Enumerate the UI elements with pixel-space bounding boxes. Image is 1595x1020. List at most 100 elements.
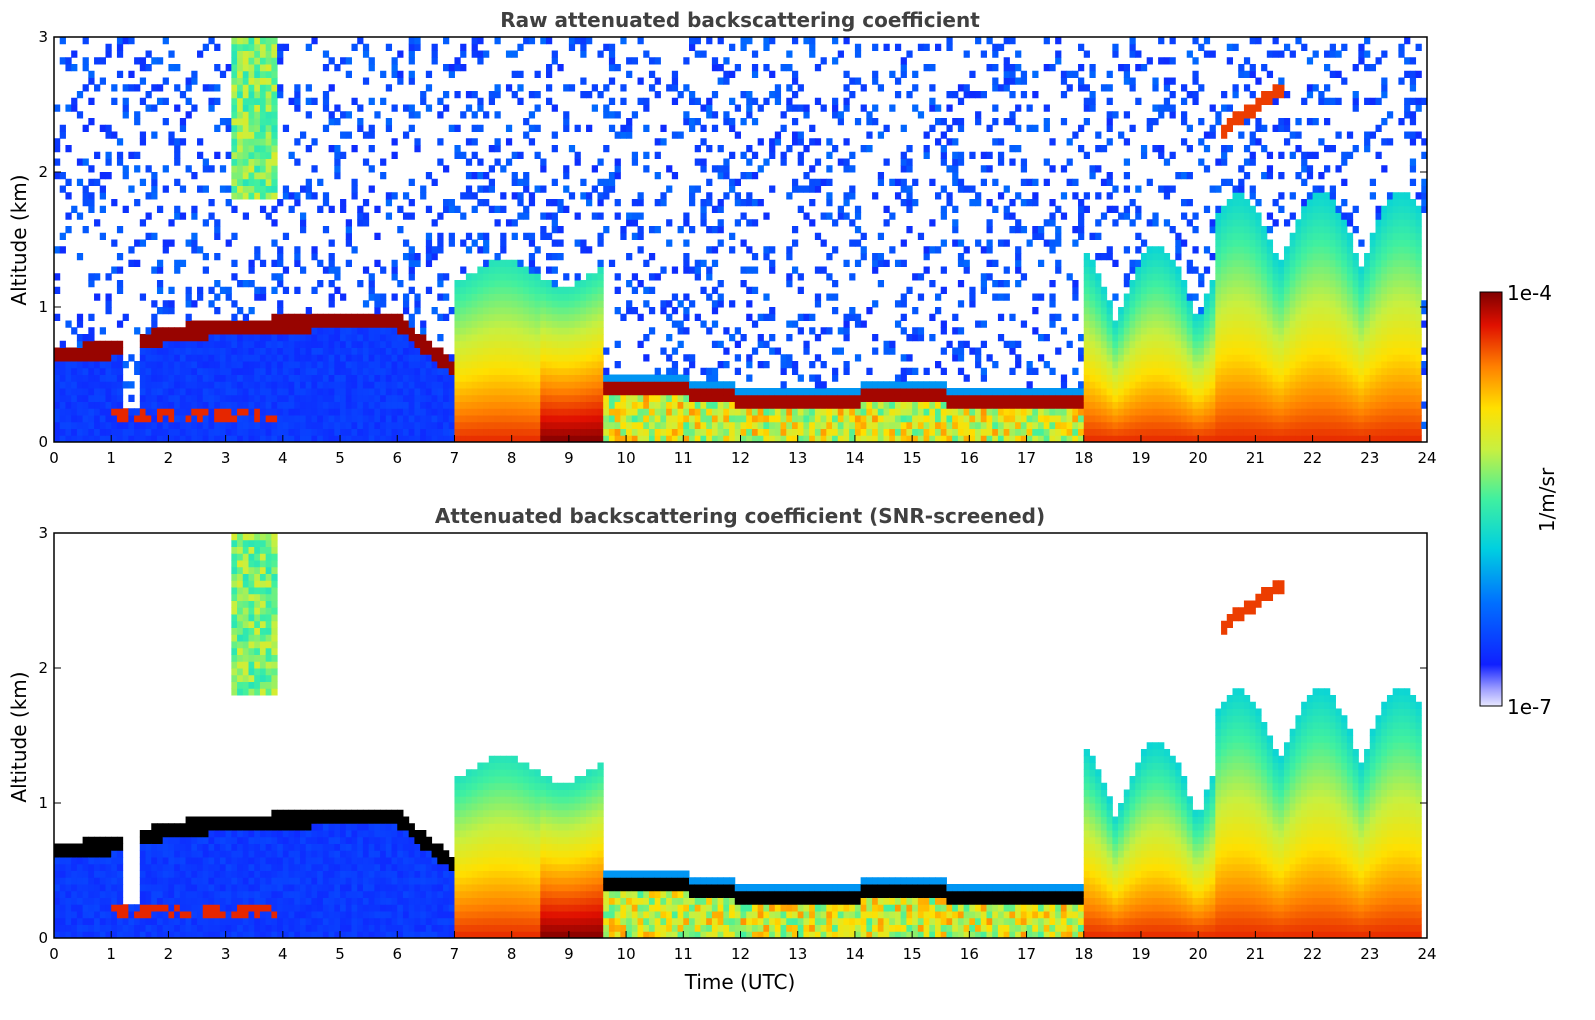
backscatter-cell [608,388,616,396]
backscatter-cell [1106,192,1113,200]
backscatter-cell [511,300,518,308]
backscatter-cell [935,293,942,301]
backscatter-cell [906,50,913,58]
backscatter-cell [746,104,753,112]
backscatter-cell [483,401,490,409]
backscatter-cell [139,394,147,402]
backscatter-cell [729,408,736,416]
backscatter-cell [866,307,873,315]
backscatter-cell [1049,320,1056,328]
backscatter-cell [248,381,255,389]
backscatter-cell [277,43,284,51]
backscatter-cell [1123,313,1131,321]
backscatter-cell [832,435,839,443]
backscatter-cell [952,239,959,247]
backscatter-cell [523,273,530,281]
backscatter-cell [923,381,930,389]
backscatter-cell [465,300,473,308]
backscatter-cell [992,50,999,58]
backscatter-cell [1140,401,1148,409]
backscatter-cell [952,428,959,436]
backscatter-cell [1118,327,1125,335]
backscatter-cell [214,293,221,301]
backscatter-cell [145,381,152,389]
backscatter-cell [248,124,255,132]
backscatter-cell [1152,428,1159,436]
backscatter-cell [912,408,919,416]
backscatter-cell [1037,354,1045,362]
backscatter-cell [460,313,467,321]
backscatter-cell [345,334,352,342]
backscatter-cell [992,435,999,443]
backscatter-cell [265,84,272,92]
backscatter-cell [786,435,793,443]
backscatter-cell [746,408,753,416]
backscatter-cell [242,340,250,348]
backscatter-cell [288,415,295,423]
backscatter-cell [626,374,633,382]
backscatter-cell [185,293,192,301]
backscatter-cell [677,374,684,382]
backscatter-cell [443,415,450,423]
backscatter-cell [460,280,467,288]
backscatter-cell [648,70,656,78]
backscatter-cell [872,381,879,389]
backscatter-cell [271,138,278,146]
backscatter-cell [820,381,827,389]
backscatter-cell [116,435,124,443]
backscatter-cell [1158,286,1165,294]
backscatter-cell [431,415,438,423]
backscatter-cell [1043,219,1050,227]
backscatter-cell [391,340,398,348]
backscatter-cell [151,334,158,342]
backscatter-cell [1026,421,1033,429]
backscatter-cell [568,334,576,342]
backscatter-cell [900,57,907,65]
backscatter-cell [1032,428,1039,436]
backscatter-cell [843,428,850,436]
backscatter-cell [952,415,959,423]
backscatter-cell [448,70,455,78]
backscatter-cell [723,327,730,335]
backscatter-cell [259,374,267,382]
backscatter-cell [351,361,358,369]
backscatter-cell [219,388,227,396]
backscatter-cell [174,64,181,72]
backscatter-cell [746,286,753,294]
backscatter-cell [803,347,810,355]
backscatter-cell [105,394,112,402]
backscatter-cell [614,381,621,389]
backscatter-cell [643,381,650,389]
backscatter-cell [534,151,541,159]
backscatter-cell [357,435,364,443]
backscatter-cell [734,394,741,402]
backscatter-cell [694,273,701,281]
backscatter-cell [894,91,902,99]
backscatter-cell [1095,394,1102,402]
backscatter-cell [277,334,284,342]
backscatter-cell [980,91,987,99]
backscatter-cell [1003,70,1010,78]
backscatter-cell [105,43,112,51]
backscatter-cell [580,307,587,315]
backscatter-cell [557,307,564,315]
backscatter-cell [980,246,987,254]
backscatter-cell [122,381,129,389]
backscatter-cell [197,320,204,328]
backscatter-cell [305,192,312,200]
backscatter-cell [254,354,261,362]
backscatter-cell [179,118,187,126]
backscatter-cell [237,97,244,105]
backscatter-cell [620,232,627,240]
backscatter-cell [116,37,124,45]
backscatter-cell [380,415,387,423]
backscatter-cell [557,327,564,335]
backscatter-cell [208,367,215,375]
backscatter-cell [1055,266,1062,274]
backscatter-cell [122,415,129,423]
backscatter-cell [1146,320,1153,328]
backscatter-cell [763,394,770,402]
backscatter-cell [620,408,627,416]
backscatter-cell [832,374,839,382]
backscatter-cell [76,313,84,321]
